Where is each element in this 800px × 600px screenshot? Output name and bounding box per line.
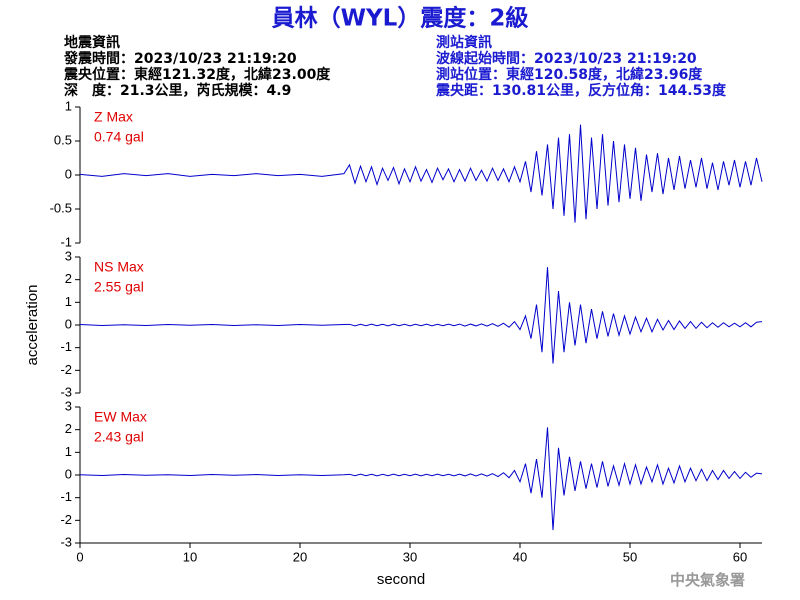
x-tick-label: 20 [293, 549, 307, 564]
x-tick-label: 10 [183, 549, 197, 564]
info-left: 發震時間：2023/10/23 21:19:20 [63, 50, 297, 67]
y-tick-label: -2 [60, 362, 72, 377]
y-tick-label: -1 [60, 234, 72, 249]
footer-agency: 中央氣象署 [670, 571, 745, 589]
info-right: 測站位置：東經120.58度，北緯23.96度 [436, 66, 703, 83]
y-tick-label: 0 [65, 316, 72, 331]
y-tick-label: 1 [65, 98, 72, 113]
waveform [79, 427, 763, 531]
info-left: 地震資訊 [64, 34, 120, 51]
max-value-label: 2.43 gal [94, 429, 144, 445]
y-tick-label: -3 [60, 534, 72, 549]
max-value-label: 0.74 gal [94, 129, 144, 145]
y-tick-label: 3 [65, 248, 72, 263]
x-tick-label: 0 [76, 549, 83, 564]
x-tick-label: 30 [403, 549, 417, 564]
x-tick-label: 40 [513, 549, 527, 564]
waveform [79, 124, 763, 223]
panel-label: NS Max [94, 259, 144, 275]
y-tick-label: 0.5 [54, 132, 72, 147]
y-tick-label: -1 [60, 489, 72, 504]
info-right: 震央距：130.81公里，反方位角：144.53度 [435, 82, 727, 99]
info-left: 震央位置：東經121.32度，北緯23.00度 [63, 66, 331, 83]
y-tick-label: 1 [65, 444, 72, 459]
y-tick-label: 2 [65, 271, 72, 286]
info-right: 測站資訊 [436, 34, 492, 51]
x-axis-label: second [377, 571, 425, 588]
y-tick-label: -2 [60, 512, 72, 527]
y-tick-label: 0 [65, 166, 72, 181]
page-title: 員林（WYL）震度：2級 [272, 5, 529, 32]
x-tick-label: 60 [733, 549, 747, 564]
y-tick-label: -1 [60, 339, 72, 354]
max-value-label: 2.55 gal [94, 279, 144, 295]
y-axis-label: acceleration [24, 285, 41, 366]
waveform [79, 267, 763, 364]
panel-label: Z Max [94, 109, 133, 125]
y-tick-label: 2 [65, 421, 72, 436]
y-tick-label: 1 [65, 294, 72, 309]
y-tick-label: -3 [60, 384, 72, 399]
panel-label: EW Max [94, 409, 147, 425]
x-tick-label: 50 [623, 549, 637, 564]
y-tick-label: 0 [65, 466, 72, 481]
info-right: 波線起始時間：2023/10/23 21:19:20 [436, 50, 697, 67]
info-left: 深 度：21.3公里，芮氏規模：4.9 [64, 82, 291, 99]
y-tick-label: 3 [65, 398, 72, 413]
y-tick-label: -0.5 [50, 200, 72, 215]
